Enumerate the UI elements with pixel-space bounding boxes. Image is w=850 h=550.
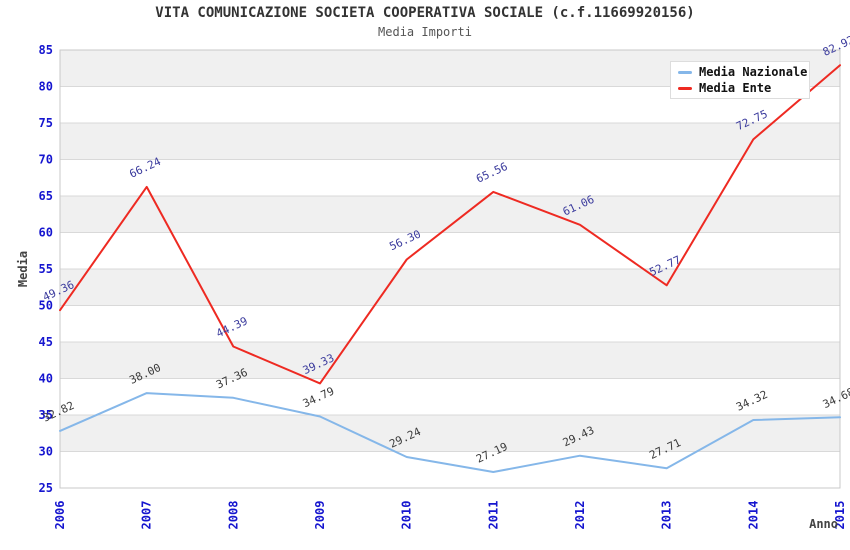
y-tick-label: 35 — [39, 408, 53, 422]
x-tick-label: 2008 — [226, 501, 240, 530]
x-tick-label: 2014 — [746, 501, 760, 530]
y-tick-label: 60 — [39, 226, 53, 240]
chart-title: VITA COMUNICAZIONE SOCIETA COOPERATIVA S… — [155, 5, 695, 21]
y-axis-title: Media — [16, 251, 30, 287]
data-label: 34.32 — [734, 388, 770, 414]
legend-swatch-nazionale — [678, 70, 692, 74]
plot-band — [60, 415, 840, 452]
plot-band — [60, 269, 840, 306]
y-tick-label: 85 — [39, 43, 53, 57]
data-label: 34.68 — [821, 385, 850, 411]
plot-band — [60, 342, 840, 379]
legend-item-media-nazionale: Media Nazionale — [678, 66, 809, 78]
x-tick-label: 2007 — [140, 501, 154, 530]
x-tick-label: 2009 — [313, 501, 327, 530]
x-tick-label: 2013 — [660, 501, 674, 530]
y-tick-label: 25 — [39, 481, 53, 495]
data-label: 34.79 — [301, 384, 337, 410]
legend: Media Nazionale Media Ente — [670, 61, 810, 99]
legend-swatch-ente — [678, 86, 692, 90]
plot-band — [60, 123, 840, 160]
plot-border — [59, 49, 841, 489]
plot-band — [60, 196, 840, 233]
y-tick-label: 75 — [39, 116, 53, 130]
data-label: 44.39 — [214, 314, 250, 340]
x-tick-label: 2012 — [573, 501, 587, 530]
y-tick-label: 65 — [39, 189, 53, 203]
legend-label: Media Ente — [699, 81, 772, 95]
y-tick-label: 50 — [39, 299, 53, 313]
y-tick-label: 70 — [39, 153, 53, 167]
x-tick-label: 2011 — [486, 501, 500, 530]
x-tick-label: 2006 — [53, 501, 67, 530]
series-line-media-ente — [59, 64, 841, 385]
y-tick-label: 55 — [39, 262, 53, 276]
x-axis-title: Anno — [809, 517, 838, 531]
x-tick-label: 2015 — [833, 501, 847, 530]
legend-label: Media Nazionale — [699, 65, 808, 79]
x-tick-label: 2010 — [400, 501, 414, 530]
y-tick-label: 80 — [39, 80, 53, 94]
legend-item-media-ente: Media Ente — [678, 82, 809, 94]
series-line-media-nazionale — [59, 392, 841, 473]
y-tick-label: 30 — [39, 445, 53, 459]
y-tick-label: 40 — [39, 372, 53, 386]
y-tick-label: 45 — [39, 335, 53, 349]
chart-subtitle: Media Importi — [378, 25, 472, 39]
data-label: 65.56 — [474, 160, 510, 186]
